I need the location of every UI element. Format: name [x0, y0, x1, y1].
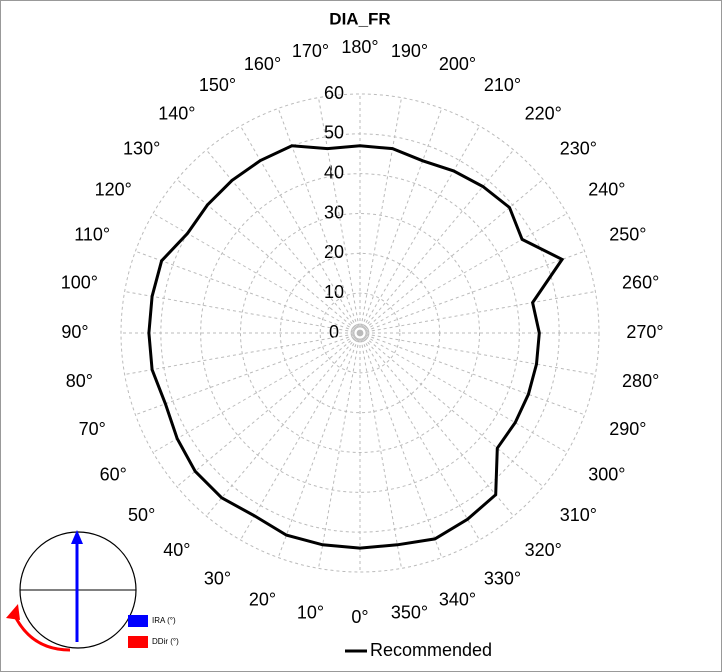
- spoke: [124, 291, 361, 334]
- r-tick-label: 60: [324, 83, 344, 103]
- spoke: [240, 332, 361, 541]
- angle-label: 260°: [622, 272, 659, 292]
- spoke: [359, 125, 480, 334]
- grid-ring: [120, 93, 600, 573]
- angle-label: 160°: [244, 54, 281, 74]
- angle-label: 210°: [484, 75, 521, 95]
- spoke: [359, 332, 544, 488]
- angle-label: 60°: [100, 464, 127, 484]
- angle-label: 30°: [204, 569, 231, 589]
- chart-title: DIA_FR: [329, 9, 390, 28]
- angle-label: 340°: [439, 590, 476, 610]
- angle-label: 180°: [341, 37, 378, 57]
- spoke: [359, 97, 402, 334]
- spoke: [318, 97, 361, 334]
- angle-label: 280°: [622, 371, 659, 391]
- ddir-arrow-head: [6, 604, 20, 620]
- r-tick-label: 0: [329, 322, 339, 342]
- grid-ring: [319, 292, 401, 374]
- spoke: [359, 332, 443, 558]
- plot: [147, 144, 565, 550]
- angle-label: 220°: [525, 103, 562, 123]
- angle-label: 200°: [439, 54, 476, 74]
- spoke: [359, 332, 568, 453]
- r-tick-label: 50: [324, 123, 344, 143]
- angle-label: 70°: [79, 419, 106, 439]
- spoke: [359, 332, 480, 541]
- spoke: [135, 332, 361, 416]
- spoke: [359, 178, 544, 334]
- inset-legend-label: DDir (°): [152, 637, 179, 646]
- spoke: [277, 332, 361, 558]
- angle-label: 290°: [609, 419, 646, 439]
- spoke: [124, 332, 361, 375]
- spoke: [205, 332, 361, 517]
- legend: Recommended: [345, 640, 492, 660]
- spoke: [359, 291, 596, 334]
- spoke: [135, 250, 361, 334]
- inset-legend-label: IRA (°): [152, 616, 176, 625]
- grid-ring: [200, 173, 520, 493]
- inset-legend-swatch: [128, 636, 148, 648]
- angle-label: 350°: [391, 602, 428, 622]
- r-tick-label: 20: [324, 242, 344, 262]
- angle-label: 10°: [297, 602, 324, 622]
- angle-label: 300°: [588, 464, 625, 484]
- spoke: [359, 332, 515, 517]
- series-line: [147, 144, 565, 550]
- spoke: [359, 332, 596, 375]
- angle-label: 120°: [95, 179, 132, 199]
- ira-arrow-head: [71, 530, 83, 544]
- angle-label: 50°: [128, 505, 155, 525]
- angle-label: 190°: [391, 41, 428, 61]
- angle-label: 310°: [560, 505, 597, 525]
- r-tick-label: 10: [324, 282, 344, 302]
- r-tick-label: 40: [324, 162, 344, 182]
- angle-label: 110°: [74, 224, 110, 244]
- spoke: [359, 213, 568, 334]
- spoke: [359, 108, 443, 334]
- legend-label: Recommended: [370, 640, 492, 660]
- angle-label: 150°: [199, 75, 236, 95]
- angle-label: 90°: [61, 322, 88, 342]
- spoke: [176, 332, 361, 488]
- angle-label: 80°: [66, 371, 93, 391]
- angle-label: 170°: [292, 41, 329, 61]
- angle-label: 40°: [163, 540, 190, 560]
- angle-label: 140°: [158, 103, 195, 123]
- angle-label: 330°: [484, 569, 521, 589]
- spoke: [359, 149, 515, 334]
- angle-label: 240°: [588, 179, 625, 199]
- spoke: [152, 332, 361, 453]
- spoke: [359, 250, 585, 334]
- inset-legend-swatch: [128, 615, 148, 627]
- angle-label: 270°: [626, 322, 663, 342]
- angle-label: 130°: [123, 139, 160, 159]
- angle-label: 230°: [560, 139, 597, 159]
- spoke: [359, 332, 402, 569]
- grid: 0 10 20 30 40 50 60 0° 10° 20° 30° 40° 50° 60° 70° 80° 9…: [61, 37, 664, 627]
- spoke: [318, 332, 361, 569]
- angle-label: 250°: [609, 224, 646, 244]
- inset: IRA (°) DDir (°): [6, 530, 179, 652]
- grid-ring: [240, 213, 480, 453]
- angle-label: 100°: [61, 272, 98, 292]
- r-tick-label: 30: [324, 202, 344, 222]
- angle-label: 0°: [351, 607, 368, 627]
- angle-label: 320°: [525, 540, 562, 560]
- angle-label: 20°: [249, 590, 276, 610]
- spoke: [359, 332, 585, 416]
